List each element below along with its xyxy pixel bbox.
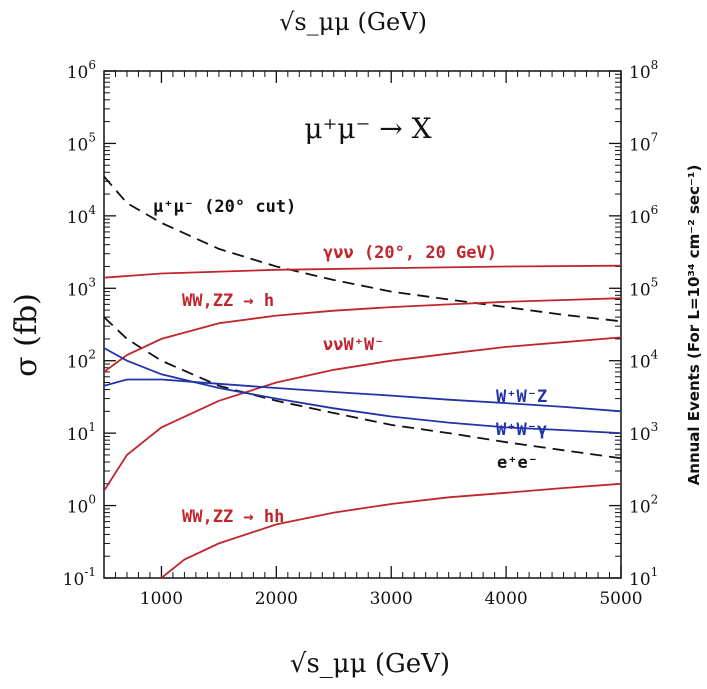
series-line-4 (104, 336, 621, 492)
y2-tick-label: 102 (629, 493, 658, 518)
y2-tick-label: 101 (629, 565, 658, 590)
y-axis-title: σ (fb) (9, 293, 44, 377)
y-tick-label: 105 (67, 130, 96, 155)
top-axis-title: √s_μμ (GeV) (279, 8, 427, 36)
annotation-ww-zz-h: WW,ZZ → h (182, 291, 274, 311)
x-tick-label: 3000 (370, 589, 413, 609)
annotation-layer: μ⁺μ⁻ (20° cut) γνν (20°, 20 GeV) WW,ZZ →… (153, 197, 547, 527)
y-tick-label: 102 (67, 348, 96, 373)
series-line-7 (160, 482, 621, 578)
annotation-gamma-nu-nu: γνν (20°, 20 GeV) (323, 243, 497, 263)
y2-tick-label: 104 (629, 348, 659, 373)
x-tick-label: 5000 (599, 589, 642, 609)
x-axis-title: √s_μμ (GeV) (290, 649, 450, 679)
series-layer (104, 175, 621, 578)
series-line-5 (104, 378, 621, 413)
annotation-mumu: μ⁺μ⁻ (20° cut) (153, 197, 296, 217)
x-tick-label: 2000 (255, 589, 298, 609)
y2-tick-label: 103 (629, 420, 658, 445)
annotation-ee: e⁺e⁻ (497, 453, 538, 473)
series-line-6 (104, 347, 621, 434)
y2-tick-label: 106 (629, 203, 658, 228)
y-tick-label: 103 (67, 275, 96, 300)
annotation-nu-nu-ww: ννW⁺W⁻ (323, 335, 384, 355)
y-tick-label: 104 (67, 203, 97, 228)
y2-tick-label: 107 (629, 130, 658, 155)
y2-tick-label: 105 (629, 275, 658, 300)
annotation-wwz: W⁺W⁻Z (496, 387, 547, 407)
series-line-1 (104, 316, 621, 460)
annotation-ww-gamma: W⁺W⁻γ (496, 420, 547, 440)
process-label: μ⁺μ⁻ → X (304, 112, 431, 145)
y-tick-label: 10-1 (63, 565, 96, 590)
series-line-2 (104, 264, 621, 279)
annotation-ww-zz-hh: WW,ZZ → hh (182, 507, 284, 527)
y2-axis-title: Annual Events (For L=10³⁴ cm⁻² sec⁻¹) (685, 165, 703, 486)
x-tick-label: 4000 (484, 589, 527, 609)
series-line-3 (104, 297, 621, 373)
y-tick-label: 106 (67, 58, 96, 83)
plot-frame (103, 70, 622, 579)
series-line-0 (104, 175, 621, 323)
x-tick-label: 1000 (140, 589, 183, 609)
y-tick-label: 101 (67, 420, 96, 445)
y2-tick-label: 108 (629, 58, 658, 83)
y-tick-label: 100 (67, 493, 96, 518)
